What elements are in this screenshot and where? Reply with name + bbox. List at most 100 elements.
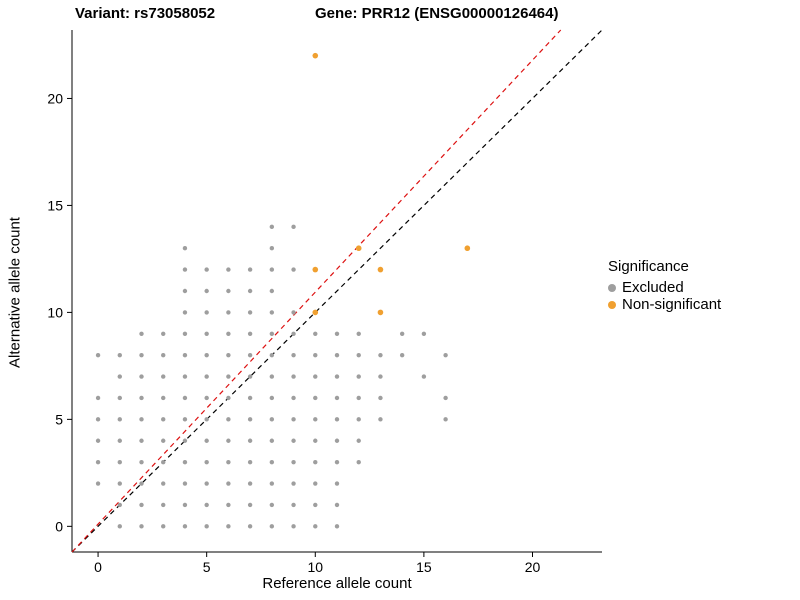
data-point bbox=[161, 502, 166, 508]
data-point bbox=[161, 395, 166, 401]
data-point bbox=[182, 459, 188, 465]
data-point bbox=[291, 352, 296, 358]
y-tick-label: 15 bbox=[47, 197, 63, 213]
data-point bbox=[204, 459, 209, 465]
data-point bbox=[313, 502, 318, 508]
data-point bbox=[291, 502, 296, 508]
data-point bbox=[334, 524, 340, 529]
data-point bbox=[356, 352, 361, 358]
data-point bbox=[291, 395, 296, 401]
data-point bbox=[182, 246, 188, 251]
data-point bbox=[204, 288, 209, 294]
data-point bbox=[247, 481, 253, 486]
data-point bbox=[421, 331, 427, 336]
data-point bbox=[161, 438, 166, 443]
data-point bbox=[117, 524, 122, 529]
data-point bbox=[139, 331, 144, 336]
data-point bbox=[443, 417, 448, 422]
data-point bbox=[161, 459, 166, 465]
x-tick-label: 20 bbox=[525, 559, 541, 575]
data-point bbox=[204, 310, 209, 315]
data-point bbox=[182, 331, 188, 336]
data-point bbox=[291, 267, 296, 272]
y-axis-label: Alternative allele count bbox=[6, 217, 24, 368]
excluded-dot-icon bbox=[608, 283, 616, 292]
data-point bbox=[182, 288, 188, 294]
data-point bbox=[269, 459, 275, 465]
x-tick-label: 10 bbox=[307, 559, 323, 575]
data-point bbox=[182, 502, 188, 508]
data-point bbox=[204, 267, 209, 272]
data-point bbox=[291, 417, 296, 422]
data-point bbox=[117, 481, 122, 486]
data-point bbox=[95, 438, 101, 443]
data-point bbox=[334, 459, 340, 465]
data-point bbox=[117, 417, 122, 422]
data-point bbox=[247, 374, 253, 379]
data-point bbox=[291, 331, 296, 336]
data-point bbox=[356, 374, 361, 379]
data-point bbox=[334, 374, 340, 379]
data-point bbox=[334, 502, 340, 508]
data-point bbox=[117, 352, 122, 358]
data-point bbox=[291, 438, 296, 443]
data-point bbox=[182, 438, 188, 443]
data-point bbox=[161, 352, 166, 358]
data-point bbox=[95, 481, 101, 486]
data-point bbox=[139, 395, 144, 401]
data-point bbox=[204, 352, 209, 358]
data-point bbox=[291, 459, 296, 465]
data-point bbox=[226, 395, 231, 401]
data-point bbox=[161, 374, 166, 379]
data-point bbox=[247, 352, 253, 358]
data-point bbox=[269, 331, 275, 336]
data-point bbox=[269, 374, 275, 379]
data-point bbox=[313, 331, 318, 336]
data-point bbox=[161, 524, 166, 529]
identity-line bbox=[71, 29, 603, 553]
data-point bbox=[117, 459, 122, 465]
x-tick-label: 0 bbox=[94, 559, 102, 575]
x-axis-label: Reference allele count bbox=[262, 575, 412, 592]
legend-entry-label: Excluded bbox=[622, 279, 684, 296]
data-point bbox=[313, 352, 318, 358]
data-point bbox=[95, 395, 101, 401]
data-point bbox=[182, 267, 188, 272]
data-point bbox=[182, 310, 188, 315]
data-point bbox=[334, 352, 340, 358]
data-point bbox=[226, 481, 231, 486]
data-point bbox=[269, 438, 275, 443]
data-point bbox=[139, 481, 144, 486]
data-point bbox=[204, 502, 209, 508]
data-point bbox=[291, 481, 296, 486]
data-point bbox=[269, 267, 275, 272]
data-point bbox=[226, 374, 231, 379]
data-point bbox=[226, 331, 231, 336]
data-point bbox=[182, 417, 188, 422]
data-point bbox=[247, 502, 253, 508]
data-point bbox=[269, 288, 275, 294]
data-point bbox=[139, 417, 144, 422]
data-point bbox=[204, 438, 209, 443]
data-point bbox=[334, 417, 340, 422]
data-point bbox=[139, 438, 144, 443]
data-point bbox=[313, 374, 318, 379]
data-point bbox=[247, 438, 253, 443]
data-point bbox=[139, 524, 144, 529]
y-tick-label: 5 bbox=[55, 411, 63, 427]
data-point bbox=[334, 438, 340, 443]
data-point bbox=[269, 352, 275, 358]
data-point bbox=[182, 395, 188, 401]
data-point bbox=[312, 309, 319, 316]
data-point bbox=[269, 417, 275, 422]
data-point bbox=[247, 331, 253, 336]
legend-entry-excluded: Excluded bbox=[608, 279, 721, 296]
data-point bbox=[443, 352, 448, 358]
data-point bbox=[356, 417, 361, 422]
data-point bbox=[313, 459, 318, 465]
data-point bbox=[269, 310, 275, 315]
data-point bbox=[269, 246, 275, 251]
legend: Significance Excluded Non-significant bbox=[608, 258, 721, 313]
data-point bbox=[334, 395, 340, 401]
